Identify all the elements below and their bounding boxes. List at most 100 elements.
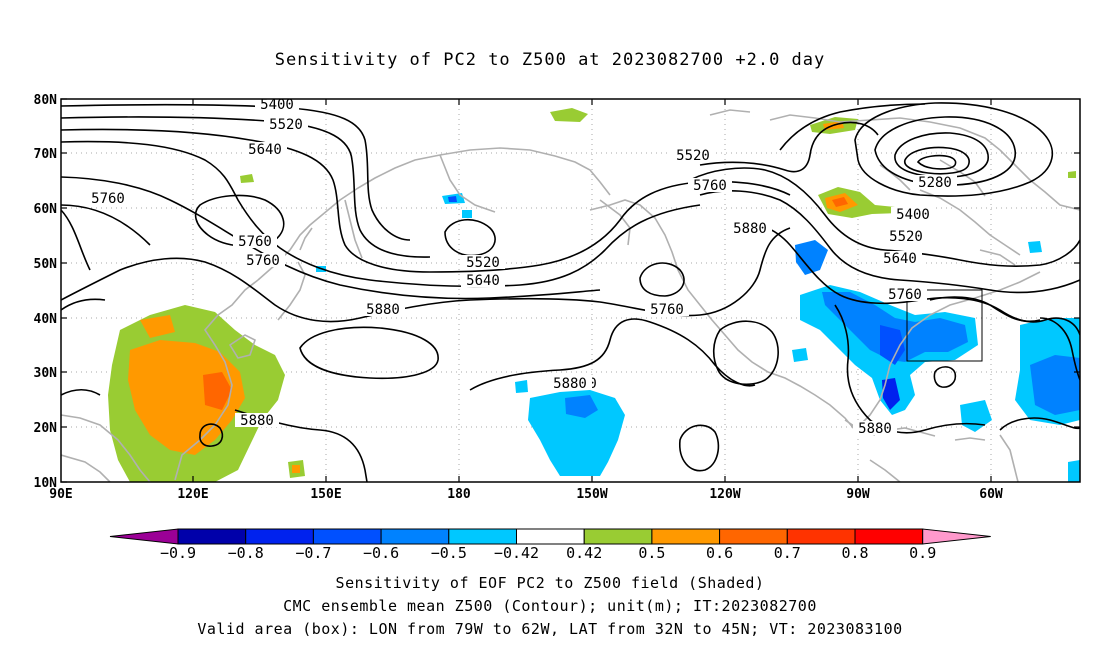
contour-label: 5760 xyxy=(238,234,272,250)
shade-negative-eastcoast-core xyxy=(822,292,968,362)
contour-label-bg xyxy=(461,273,505,287)
shade-positive-asia-core xyxy=(203,372,232,410)
colorbar-label: −0.42 xyxy=(494,544,539,562)
valid-area-box xyxy=(906,289,983,362)
contour-label-bg xyxy=(853,421,897,435)
shade-positive-small1b xyxy=(292,465,300,473)
contour-label-bg xyxy=(461,255,505,269)
lon-label: 60W xyxy=(979,487,1003,502)
contour-label-bg xyxy=(671,148,715,162)
shade-negative-eastcoast-deep2 xyxy=(882,378,900,410)
contour-label: 5520 xyxy=(466,255,500,271)
contour-labels: 5400 5520 5640 5760 5760 5760 5880 5520 5640 5760… xyxy=(86,97,957,437)
colorbar-cell xyxy=(177,528,247,545)
contour-label-bg xyxy=(233,234,277,248)
lat-label: 40N xyxy=(34,312,58,327)
contours xyxy=(61,102,1080,482)
contour-label: 5520 xyxy=(269,117,303,133)
colorbar-cell xyxy=(583,528,653,545)
contour-label-bg xyxy=(891,207,935,221)
colorbar-labels: −0.9 −0.8 −0.7 −0.6 −0.5 −0.42 0.42 0.5 0.6 0.7 0.… xyxy=(160,544,936,562)
shade-negative-great-lakes xyxy=(795,240,828,275)
shade-negative-pacific xyxy=(528,390,625,476)
lon-label: 150W xyxy=(576,487,607,502)
map-title: Sensitivity of PC2 to Z500 at 2023082700… xyxy=(274,50,826,70)
colorbar-cell xyxy=(245,528,314,545)
shade-negative-atl-core xyxy=(1030,355,1080,415)
shade-negative-atl-small xyxy=(1068,460,1080,482)
contour-label: 5640 xyxy=(883,251,917,267)
colorbar-cell xyxy=(854,528,924,545)
colorbar-label: −0.8 xyxy=(228,544,264,562)
colorbar-cell xyxy=(719,528,788,545)
shade-positive-asia-top xyxy=(140,315,175,338)
contour-label-bg xyxy=(361,302,405,316)
lat-labels: 80N 70N 60N 50N 40N 30N 20N 10N xyxy=(34,93,58,491)
shade-negative-pacific-core xyxy=(565,395,598,418)
colorbar-end-right xyxy=(922,528,991,545)
lon-label: 180 xyxy=(447,487,471,502)
colorbar-label: 0.9 xyxy=(909,544,936,562)
lon-label: 90E xyxy=(49,487,72,502)
contour-label: 5520 xyxy=(676,148,710,164)
contour-label-bg xyxy=(264,117,308,131)
contour-label: 5760 xyxy=(246,253,280,269)
colorbar-cell xyxy=(312,528,382,545)
contour-label-bg xyxy=(243,142,287,156)
contour-label: 5520 xyxy=(889,229,923,245)
lon-label: 150E xyxy=(310,487,341,502)
shade-negative-small-b xyxy=(462,210,472,218)
map-border xyxy=(60,98,1081,483)
lon-label: 90W xyxy=(846,487,870,502)
lat-label: 10N xyxy=(34,476,58,491)
lon-labels: 90E 120E 150E 180 150W 120W 90W 60W xyxy=(49,487,1003,502)
contour-label: 5880 xyxy=(858,421,892,437)
shade-negative-pacific-small xyxy=(515,380,528,393)
shade-negative-eastcoast-deep xyxy=(880,325,905,365)
colorbar-label: 0.8 xyxy=(841,544,868,562)
shade-negative-nfl xyxy=(1028,241,1042,253)
footer-line-3: Valid area (box): LON from 79W to 62W, L… xyxy=(197,620,903,638)
colorbar-label: −0.9 xyxy=(160,544,196,562)
colorbar xyxy=(109,528,991,545)
lat-label: 80N xyxy=(34,93,58,108)
contour-label: 5760 xyxy=(888,287,922,303)
contour-label-bg xyxy=(255,97,299,111)
footer-line-1: Sensitivity of EOF PC2 to Z500 field (Sh… xyxy=(335,574,765,592)
colorbar-cell xyxy=(786,528,856,545)
colorbar-cell xyxy=(516,528,585,545)
colorbar-label: −0.6 xyxy=(363,544,399,562)
lat-label: 60N xyxy=(34,202,58,217)
shade-positive-small2 xyxy=(240,174,254,183)
colorbar-label: 0.6 xyxy=(706,544,733,562)
contour-label: 5400 xyxy=(896,207,930,223)
footer-line-2: CMC ensemble mean Z500 (Contour); unit(m… xyxy=(283,597,817,615)
contour-label-bg xyxy=(688,178,732,192)
colorbar-label: −0.5 xyxy=(431,544,467,562)
shade-positive-small3 xyxy=(550,108,588,122)
colorbar-cell xyxy=(380,528,450,545)
contour-label: 5880 xyxy=(553,376,587,392)
contour-label: 5880 xyxy=(240,413,274,429)
contour-label-bg xyxy=(645,302,689,316)
colorbar-cell xyxy=(448,528,517,545)
shade-negative-aleut-core xyxy=(448,196,457,202)
lon-label: 120E xyxy=(177,487,208,502)
contour-label: 5280 xyxy=(918,175,952,191)
contour-label-bg xyxy=(884,229,928,243)
contour-label-bg xyxy=(883,287,927,301)
contour-label-bg xyxy=(241,253,285,267)
contour-label-bg xyxy=(235,413,279,427)
lat-label: 30N xyxy=(34,366,58,381)
contour-label: 5400 xyxy=(260,97,294,113)
colorbar-label: 0.42 xyxy=(566,544,602,562)
shade-positive-canada-red xyxy=(832,197,848,207)
shade-positive-atl xyxy=(1068,171,1076,178)
contour-label: 5760 xyxy=(650,302,684,318)
colorbar-cell xyxy=(651,528,721,545)
contour-label: 5880 xyxy=(733,221,767,237)
contour-label-bg xyxy=(86,191,130,205)
lat-label: 20N xyxy=(34,421,58,436)
lon-label: 120W xyxy=(709,487,740,502)
